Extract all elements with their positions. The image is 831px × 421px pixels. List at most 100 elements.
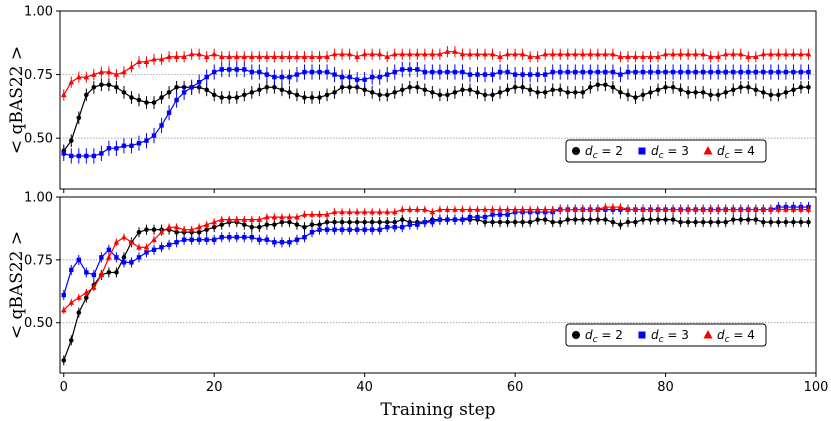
data-point	[249, 235, 255, 240]
data-point	[572, 217, 578, 222]
legend-marker	[638, 331, 646, 339]
data-point	[806, 69, 811, 75]
data-point	[106, 146, 112, 151]
data-point	[331, 209, 338, 215]
data-point	[602, 204, 609, 210]
legend-box	[565, 323, 767, 347]
data-point	[76, 310, 82, 315]
data-point	[737, 51, 744, 57]
data-point	[437, 217, 443, 222]
data-point	[678, 219, 683, 225]
data-point	[226, 216, 233, 222]
data-point	[557, 87, 563, 93]
data-point	[324, 69, 330, 75]
data-point	[84, 153, 89, 159]
data-point	[805, 51, 812, 57]
data-point	[731, 69, 736, 75]
data-point	[745, 53, 752, 59]
data-point	[512, 219, 518, 225]
chart-panel-top: 0.50 0.75 1.00 < qBAS22 > dc = 2 dc = 3 dc = 4	[7, 5, 817, 193]
data-point	[151, 100, 157, 105]
data-point	[196, 224, 202, 230]
data-point	[361, 51, 368, 57]
data-point	[677, 206, 684, 212]
data-point	[700, 219, 706, 225]
data-point	[226, 53, 233, 59]
data-point	[542, 90, 548, 95]
data-point	[218, 216, 225, 222]
data-point	[106, 82, 112, 88]
data-point	[557, 206, 564, 212]
data-point	[309, 53, 315, 59]
data-point	[647, 53, 654, 59]
data-point	[324, 227, 330, 232]
data-point	[369, 209, 375, 215]
data-point	[535, 72, 540, 77]
data-point	[76, 257, 82, 263]
data-point	[723, 219, 729, 225]
data-point	[158, 56, 165, 62]
data-point	[497, 90, 503, 95]
data-point	[700, 51, 706, 57]
legend-marker	[572, 331, 580, 339]
data-point	[256, 53, 263, 59]
data-point	[648, 90, 653, 95]
data-point	[272, 74, 277, 80]
data-point	[783, 51, 789, 57]
data-point	[264, 222, 270, 227]
data-point	[324, 53, 330, 59]
data-point	[474, 51, 481, 57]
data-point	[806, 219, 811, 225]
data-point	[708, 69, 713, 75]
data-point	[504, 206, 511, 212]
data-point	[723, 69, 728, 75]
data-point	[482, 51, 488, 57]
legend-box	[565, 139, 767, 163]
data-point	[256, 216, 263, 222]
data-point	[633, 69, 638, 75]
data-point	[60, 307, 67, 313]
data-point	[738, 69, 743, 75]
data-point	[798, 84, 804, 90]
data-point	[640, 69, 646, 75]
data-point	[219, 222, 225, 227]
data-point	[595, 69, 601, 75]
data-point	[384, 53, 391, 59]
data-point	[204, 87, 209, 93]
data-point	[722, 206, 729, 212]
data-point	[272, 84, 277, 90]
data-point	[647, 206, 654, 212]
data-point	[429, 209, 436, 215]
data-point	[271, 53, 278, 59]
data-point	[415, 84, 420, 90]
data-point	[715, 92, 721, 98]
data-point	[241, 222, 247, 227]
data-point	[346, 51, 353, 57]
data-point	[203, 53, 210, 59]
data-point	[399, 206, 406, 212]
data-point	[233, 216, 240, 222]
data-point	[595, 51, 601, 57]
data-point	[121, 143, 127, 148]
data-point	[663, 69, 668, 75]
data-point	[580, 217, 586, 222]
data-point	[249, 53, 255, 59]
data-point	[384, 92, 390, 98]
data-point	[723, 90, 729, 95]
data-point	[317, 227, 322, 232]
data-point	[362, 77, 367, 82]
data-point	[241, 92, 247, 98]
data-point	[301, 211, 308, 217]
data-point	[219, 67, 224, 72]
data-point	[640, 53, 646, 59]
data-point	[564, 206, 571, 212]
data-point	[242, 67, 247, 72]
data-point	[114, 270, 119, 275]
data-point	[678, 87, 683, 93]
data-point	[332, 90, 337, 95]
y-tick-label: 0.75	[24, 68, 53, 83]
data-point	[136, 255, 142, 260]
data-point	[542, 217, 548, 222]
x-tick-label: 20	[206, 380, 223, 395]
data-point	[400, 67, 405, 72]
